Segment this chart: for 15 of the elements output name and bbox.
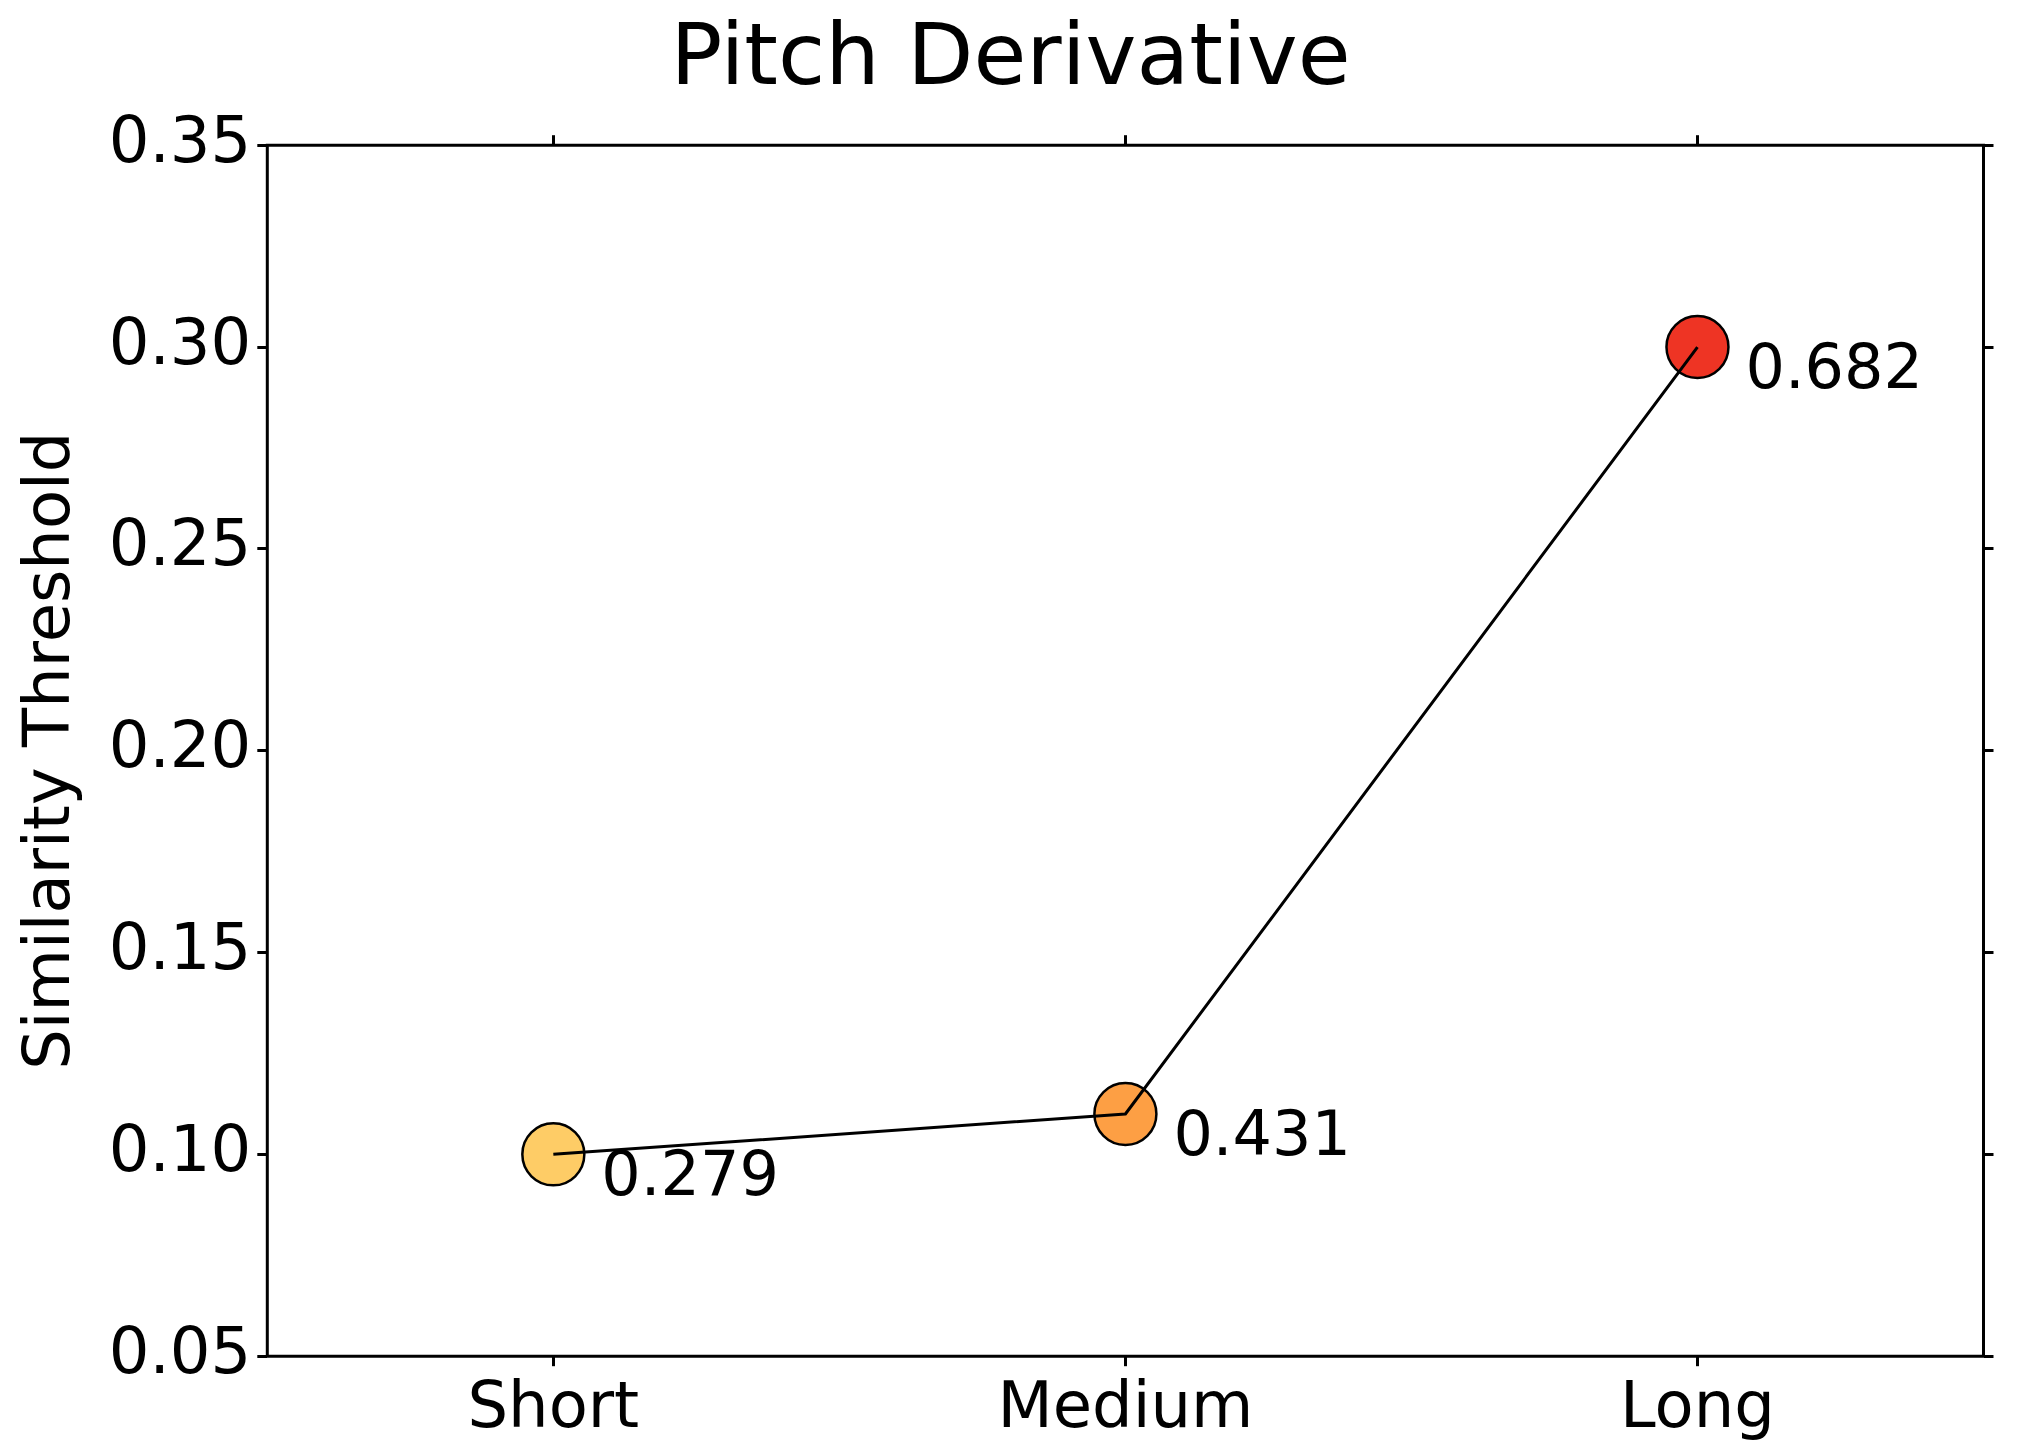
x-tick-label: Medium xyxy=(997,1368,1254,1443)
x-tick-label: Long xyxy=(1620,1368,1775,1443)
annotation: 0.279 xyxy=(601,1137,779,1211)
y-axis-title: Similarity Threshold xyxy=(10,431,85,1070)
y-tick-label: 0.20 xyxy=(108,708,252,783)
y-tick-label: 0.10 xyxy=(108,1111,252,1186)
x-tick-label: Short xyxy=(467,1368,640,1443)
y-tick-label: 0.05 xyxy=(108,1313,252,1388)
annotation: 0.431 xyxy=(1173,1097,1351,1171)
annotation: 0.682 xyxy=(1745,330,1923,404)
y-tick-label: 0.35 xyxy=(108,102,252,177)
y-tick-label: 0.25 xyxy=(108,506,252,581)
y-tick-label: 0.15 xyxy=(108,910,252,985)
y-tick-label: 0.30 xyxy=(108,304,252,379)
chart-title: Pitch Derivative xyxy=(670,3,1351,104)
